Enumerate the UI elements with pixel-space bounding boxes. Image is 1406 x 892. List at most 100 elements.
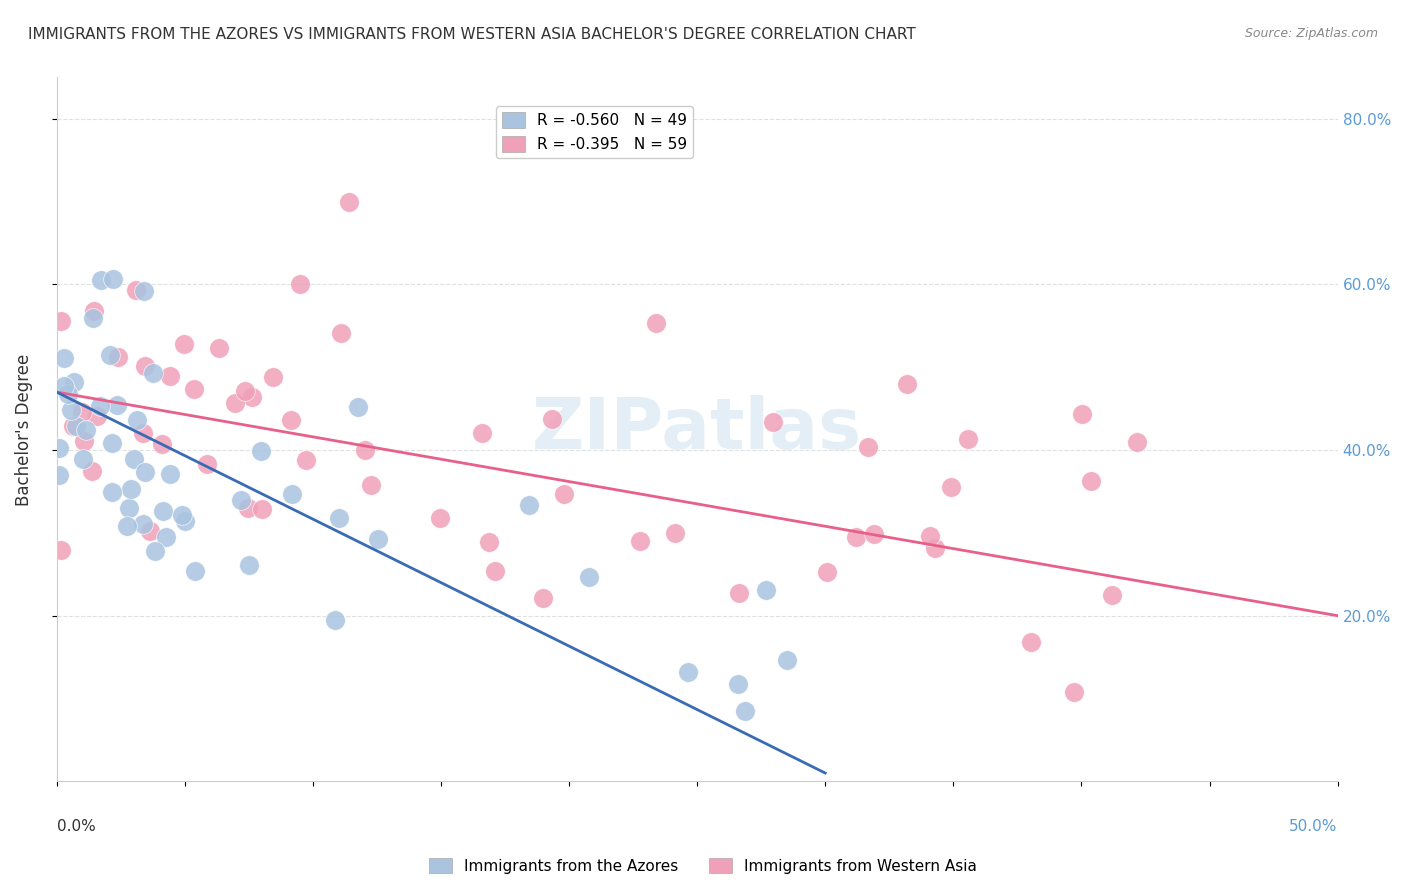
Text: IMMIGRANTS FROM THE AZORES VS IMMIGRANTS FROM WESTERN ASIA BACHELOR'S DEGREE COR: IMMIGRANTS FROM THE AZORES VS IMMIGRANTS… (28, 27, 915, 42)
Point (62, 418, 84, 433)
Point (262, 370, 284, 384)
Point (82, 310, 104, 325)
Point (776, 652, 799, 666)
Point (62, 375, 84, 389)
Point (354, 443, 377, 458)
Point (762, 415, 785, 429)
Point (127, 413, 149, 427)
Point (1101, 589, 1123, 603)
Point (134, 359, 156, 374)
Point (856, 440, 879, 454)
Legend: Immigrants from the Azores, Immigrants from Western Asia: Immigrants from the Azores, Immigrants f… (423, 852, 983, 880)
Point (1080, 474, 1102, 488)
Point (728, 586, 751, 600)
Text: Source: ZipAtlas.com: Source: ZipAtlas.com (1244, 27, 1378, 40)
Point (924, 541, 946, 555)
Point (195, 457, 218, 471)
Point (75, 423, 97, 437)
Point (51, 313, 73, 327)
Point (120, 482, 142, 496)
Point (541, 411, 564, 425)
Point (815, 565, 838, 579)
Point (252, 502, 274, 516)
Point (70, 405, 93, 419)
Point (73, 434, 96, 448)
Text: 50.0%: 50.0% (1289, 819, 1337, 834)
Point (51, 543, 73, 558)
Point (236, 500, 259, 515)
Point (367, 533, 389, 547)
Text: 0.0%: 0.0% (56, 819, 96, 834)
Point (52, 351, 75, 366)
Point (347, 400, 370, 414)
Point (281, 487, 304, 501)
Point (360, 478, 382, 492)
Point (531, 591, 554, 605)
Point (90, 273, 112, 287)
Point (48, 441, 70, 455)
Point (159, 369, 181, 384)
Point (238, 558, 260, 572)
Point (845, 530, 868, 544)
Point (58, 387, 80, 401)
Point (676, 665, 699, 679)
Point (896, 377, 918, 392)
Point (920, 529, 942, 543)
Point (280, 412, 302, 426)
Point (956, 432, 979, 446)
Point (288, 277, 311, 291)
Point (233, 384, 256, 398)
Point (240, 390, 263, 404)
Point (103, 271, 125, 285)
Point (83, 303, 105, 318)
Point (155, 530, 177, 544)
Point (755, 583, 778, 598)
Point (471, 425, 494, 440)
Point (72, 451, 94, 466)
Point (132, 516, 155, 531)
Point (1126, 434, 1149, 449)
Point (553, 487, 575, 501)
Text: ZIPatlas: ZIPatlas (531, 395, 862, 464)
Point (125, 283, 148, 297)
Point (939, 480, 962, 494)
Point (132, 426, 155, 441)
Point (664, 526, 686, 541)
Point (118, 501, 141, 516)
Point (143, 544, 166, 558)
Point (429, 510, 451, 524)
Point (172, 508, 194, 522)
Point (1021, 634, 1043, 648)
Point (59, 402, 82, 417)
Point (101, 436, 124, 450)
Point (628, 534, 651, 549)
Point (578, 570, 600, 584)
Point (115, 519, 138, 533)
Point (122, 451, 145, 466)
Y-axis label: Bachelor's Degree: Bachelor's Degree (15, 353, 32, 506)
Point (517, 499, 540, 513)
Point (134, 465, 156, 479)
Point (478, 535, 501, 549)
Point (644, 316, 666, 330)
Point (107, 351, 129, 365)
Point (330, 326, 353, 340)
Point (208, 342, 231, 356)
Point (98, 348, 121, 362)
Point (1063, 685, 1085, 699)
Point (484, 564, 506, 578)
Point (337, 194, 360, 209)
Point (105, 398, 128, 412)
Point (184, 564, 207, 578)
Point (734, 704, 756, 718)
Point (52, 379, 75, 393)
Point (1071, 407, 1094, 421)
Point (89, 399, 111, 413)
Point (328, 511, 350, 525)
Point (101, 484, 124, 499)
Legend: R = -0.560   N = 49, R = -0.395   N = 59: R = -0.560 N = 49, R = -0.395 N = 59 (496, 106, 693, 158)
Point (142, 367, 165, 381)
Point (159, 467, 181, 481)
Point (132, 284, 155, 298)
Point (86, 409, 108, 423)
